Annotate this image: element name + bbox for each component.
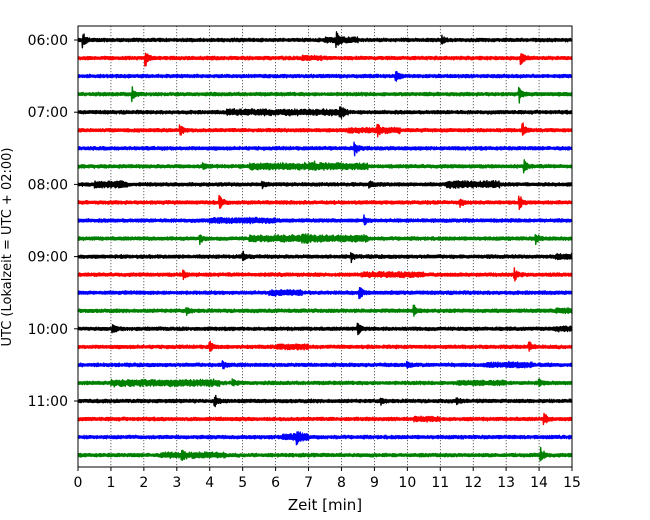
seismic-trace — [77, 267, 573, 282]
x-axis-ticks: 0 1 2 3 4 5 6 7 8 9 10 11 12 13 14 15 — [74, 467, 581, 491]
seismic-trace — [77, 340, 573, 352]
y-tick-label: 07:00 — [28, 105, 68, 121]
seismic-trace — [77, 71, 573, 82]
x-tick-label: 0 — [74, 475, 83, 491]
seismic-trace — [77, 322, 573, 336]
seismic-trace — [77, 360, 573, 370]
x-tick-label: 14 — [530, 475, 548, 491]
plot-frame — [77, 25, 573, 468]
x-tick-label: 3 — [172, 475, 181, 491]
seismic-trace — [77, 52, 573, 67]
x-tick-label: 7 — [304, 475, 313, 491]
seismic-trace — [77, 446, 573, 462]
y-axis-label: UTC (Lokalzeit = UTC + 02:00) — [0, 148, 15, 347]
seismic-trace — [77, 194, 573, 210]
x-tick-label: 2 — [139, 475, 148, 491]
seismic-trace — [77, 86, 573, 104]
y-tick-label: 09:00 — [28, 250, 68, 266]
seismic-trace — [77, 394, 573, 408]
x-tick-label: 4 — [205, 475, 214, 491]
y-tick-label: 10:00 — [28, 322, 68, 338]
seismic-trace — [77, 122, 573, 138]
y-axis-ticks: 06:00 07:00 08:00 09:00 10:00 11:00 — [28, 33, 78, 410]
x-tick-label: 6 — [271, 475, 280, 491]
seismic-trace — [77, 141, 573, 157]
seismic-trace — [77, 304, 573, 317]
seismic-trace — [77, 106, 573, 119]
x-tick-label: 1 — [106, 475, 115, 491]
seismic-trace — [77, 233, 573, 246]
x-tick-label: 12 — [464, 475, 482, 491]
seismic-trace — [77, 159, 573, 174]
seismic-trace — [77, 287, 573, 300]
y-tick-label: 11:00 — [28, 394, 68, 410]
seismic-traces — [77, 31, 573, 462]
seismic-trace — [77, 179, 573, 190]
seismic-trace — [77, 214, 573, 226]
y-tick-label: 08:00 — [28, 177, 68, 193]
x-tick-label: 13 — [497, 475, 515, 491]
seismic-trace — [77, 31, 573, 49]
x-tick-label: 10 — [398, 475, 416, 491]
x-tick-label: 9 — [370, 475, 379, 491]
seismic-trace — [77, 431, 573, 446]
seismic-trace — [77, 378, 573, 388]
y-tick-label: 06:00 — [28, 33, 68, 49]
x-tick-label: 8 — [337, 475, 346, 491]
x-axis-label: Zeit [min] — [288, 496, 362, 514]
x-tick-label: 15 — [563, 475, 581, 491]
x-tick-label: 11 — [431, 475, 449, 491]
x-tick-label: 5 — [238, 475, 247, 491]
seismic-trace — [77, 412, 573, 426]
seismic-trace — [77, 250, 573, 264]
